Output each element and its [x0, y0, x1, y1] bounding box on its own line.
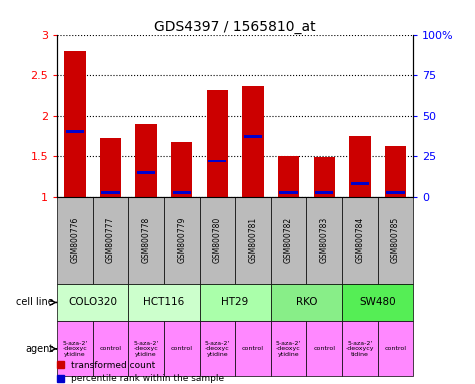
Bar	[378, 321, 413, 376]
Bar	[314, 157, 335, 197]
Text: agent: agent	[25, 344, 53, 354]
Text: 5-aza-2'
-deoxyc
ytidine: 5-aza-2' -deoxyc ytidine	[205, 341, 230, 357]
Text: cell line: cell line	[16, 298, 53, 308]
Bar	[244, 135, 262, 138]
Bar	[235, 321, 271, 376]
Bar	[235, 197, 271, 284]
Bar	[164, 197, 200, 284]
Text: SW480: SW480	[359, 298, 396, 308]
Bar	[208, 160, 227, 162]
Bar	[315, 191, 333, 194]
Text: GSM800780: GSM800780	[213, 217, 222, 263]
Bar	[64, 51, 86, 197]
Bar	[57, 321, 93, 376]
Bar	[57, 197, 93, 284]
Legend: transformed count, percentile rank within the sample: transformed count, percentile rank withi…	[57, 361, 224, 383]
Text: GSM800778: GSM800778	[142, 217, 151, 263]
Bar	[135, 124, 157, 197]
Bar	[200, 197, 235, 284]
Text: control: control	[313, 346, 335, 351]
Bar	[128, 197, 164, 284]
Text: HT29: HT29	[221, 298, 249, 308]
Bar	[137, 171, 155, 174]
Bar	[128, 321, 164, 376]
Text: GSM800781: GSM800781	[248, 217, 257, 263]
Bar	[342, 321, 378, 376]
Text: GSM800784: GSM800784	[355, 217, 364, 263]
Bar	[385, 146, 406, 197]
Text: HCT116: HCT116	[143, 298, 184, 308]
Text: GSM800776: GSM800776	[70, 217, 79, 263]
Text: control: control	[99, 346, 122, 351]
Text: 5-aza-2'
-deoxyc
ytidine: 5-aza-2' -deoxyc ytidine	[276, 341, 301, 357]
Text: control: control	[171, 346, 193, 351]
Bar	[100, 138, 121, 197]
Bar	[164, 321, 200, 376]
Bar	[386, 191, 405, 194]
Bar	[93, 321, 128, 376]
Bar	[342, 284, 413, 321]
Bar	[57, 284, 128, 321]
Bar	[342, 197, 378, 284]
Text: 5-aza-2'
-deoxyc
ytidine: 5-aza-2' -deoxyc ytidine	[133, 341, 159, 357]
Bar	[207, 90, 228, 197]
Text: control: control	[242, 346, 264, 351]
Bar	[306, 321, 342, 376]
Text: COLO320: COLO320	[68, 298, 117, 308]
Text: GSM800783: GSM800783	[320, 217, 329, 263]
Text: 5-aza-2'
-deoxyc
ytidine: 5-aza-2' -deoxyc ytidine	[62, 341, 87, 357]
Text: control: control	[384, 346, 407, 351]
Bar	[200, 284, 271, 321]
Text: RKO: RKO	[295, 298, 317, 308]
Bar	[271, 284, 342, 321]
Bar	[306, 197, 342, 284]
Bar	[278, 156, 299, 197]
Bar	[93, 197, 128, 284]
Text: GSM800785: GSM800785	[391, 217, 400, 263]
Bar	[378, 197, 413, 284]
Bar	[271, 321, 306, 376]
Bar	[200, 321, 235, 376]
Bar	[66, 131, 84, 133]
Title: GDS4397 / 1565810_at: GDS4397 / 1565810_at	[154, 20, 316, 33]
Text: GSM800782: GSM800782	[284, 217, 293, 263]
Bar	[172, 191, 191, 194]
Text: GSM800779: GSM800779	[177, 217, 186, 263]
Text: GSM800777: GSM800777	[106, 217, 115, 263]
Bar	[128, 284, 200, 321]
Bar	[279, 191, 298, 194]
Text: 5-aza-2'
-deoxycy
tidine: 5-aza-2' -deoxycy tidine	[346, 341, 374, 357]
Bar	[351, 182, 369, 185]
Bar	[101, 191, 120, 194]
Bar	[271, 197, 306, 284]
Bar	[349, 136, 370, 197]
Bar	[171, 142, 192, 197]
Bar	[242, 86, 264, 197]
